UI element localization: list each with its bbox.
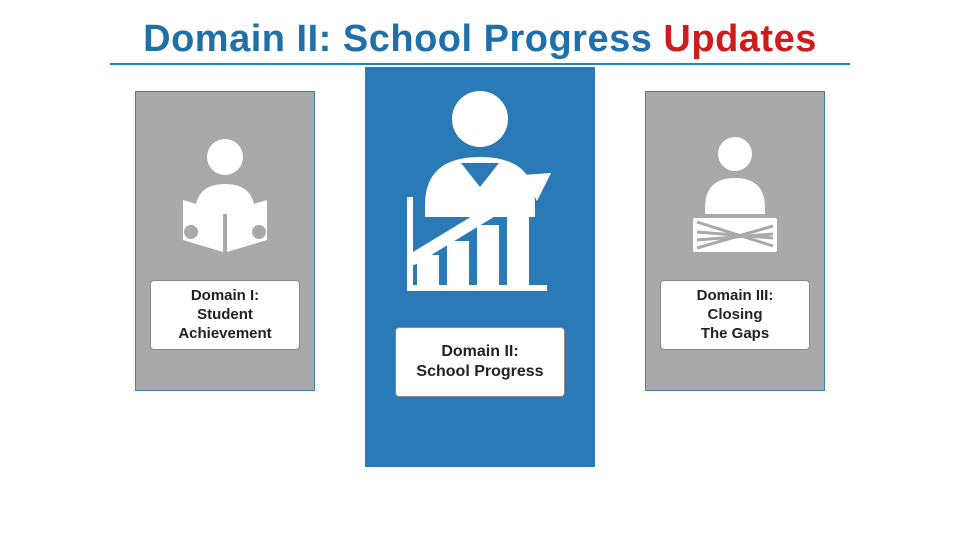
growth-chart-icon	[375, 77, 585, 297]
label-line: The Gaps	[671, 325, 799, 344]
panel-domain-1: Domain I: Student Achievement	[135, 91, 315, 391]
title-part-main: School Progress	[332, 18, 664, 60]
panel-label-domain-2: Domain II: School Progress	[395, 327, 565, 397]
label-line: Domain I:	[161, 287, 289, 306]
label-line: Domain II:	[406, 342, 554, 362]
label-line: Domain III:	[671, 287, 799, 306]
panel-domain-2: Domain II: School Progress	[365, 67, 595, 467]
label-line: Closing	[671, 306, 799, 325]
title-part-domain: Domain II:	[143, 18, 332, 60]
closing-gaps-icon	[675, 122, 795, 262]
panel-domain-3: Domain III: Closing The Gaps	[645, 91, 825, 391]
panel-label-domain-3: Domain III: Closing The Gaps	[660, 280, 810, 350]
title-part-accent: Updates	[663, 18, 816, 60]
page-title: Domain II: School Progress Updates	[110, 18, 850, 61]
panels-row: Domain I: Student Achievement	[50, 91, 910, 467]
slide: Domain II: School Progress Updates	[0, 0, 960, 540]
label-line: Student	[161, 306, 289, 325]
reading-icon	[165, 122, 285, 262]
panel-label-domain-1: Domain I: Student Achievement	[150, 280, 300, 350]
title-container: Domain II: School Progress Updates	[110, 18, 850, 65]
label-line: Achievement	[161, 325, 289, 344]
label-line: School Progress	[406, 362, 554, 382]
